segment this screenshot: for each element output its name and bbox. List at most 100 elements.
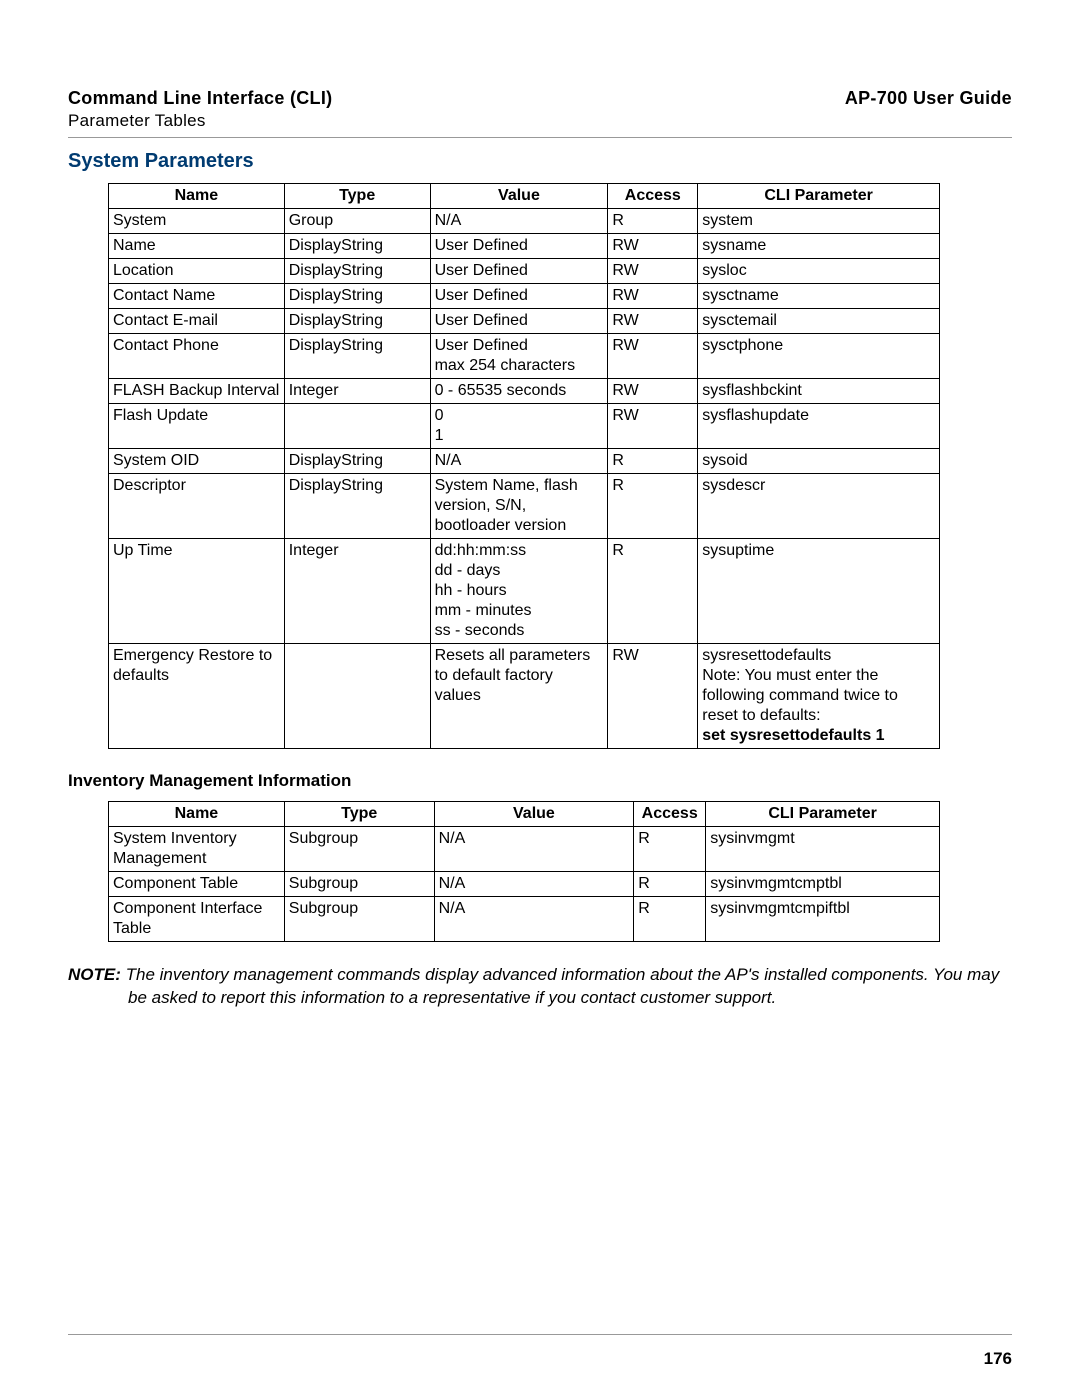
cell-value: N/A — [430, 449, 608, 474]
cell-cli: sysoid — [698, 449, 940, 474]
cell-value: User Defined — [430, 309, 608, 334]
cell-value: 01 — [430, 404, 608, 449]
page-header: Command Line Interface (CLI) Parameter T… — [68, 88, 1012, 131]
cell-name: System Inventory Management — [109, 827, 285, 872]
note-text: The inventory management commands displa… — [126, 965, 1000, 1007]
note-label: NOTE: — [68, 965, 121, 984]
cell-access: RW — [608, 259, 698, 284]
cell-type: Subgroup — [284, 827, 434, 872]
col-header-cli: CLI Parameter — [698, 184, 940, 209]
cell-type: DisplayString — [284, 449, 430, 474]
section-title: System Parameters — [68, 150, 1012, 173]
cell-access: RW — [608, 334, 698, 379]
cell-cli: sysctemail — [698, 309, 940, 334]
table-row: LocationDisplayStringUser DefinedRWsyslo… — [109, 259, 940, 284]
col-header-type: Type — [284, 802, 434, 827]
cell-cli: sysinvmgmtcmptbl — [706, 872, 940, 897]
cell-type: DisplayString — [284, 474, 430, 539]
cell-name: System — [109, 209, 285, 234]
cell-type — [284, 404, 430, 449]
header-right-title: AP-700 User Guide — [845, 88, 1012, 109]
table-header-row: Name Type Value Access CLI Parameter — [109, 184, 940, 209]
col-header-access: Access — [608, 184, 698, 209]
col-header-access: Access — [634, 802, 706, 827]
header-left-sub: Parameter Tables — [68, 111, 332, 131]
cell-type: DisplayString — [284, 334, 430, 379]
cell-cli: sysdescr — [698, 474, 940, 539]
cell-name: Component Interface Table — [109, 897, 285, 942]
page: Command Line Interface (CLI) Parameter T… — [0, 0, 1080, 1010]
cell-cli: sysctname — [698, 284, 940, 309]
inventory-management-table: Name Type Value Access CLI Parameter Sys… — [108, 801, 940, 942]
cell-access: RW — [608, 309, 698, 334]
table-row: System Inventory ManagementSubgroupN/ARs… — [109, 827, 940, 872]
cell-cli: system — [698, 209, 940, 234]
cell-value: User Definedmax 254 characters — [430, 334, 608, 379]
col-header-value: Value — [430, 184, 608, 209]
cli-bold-command: set sysresettodefaults 1 — [702, 727, 884, 744]
cell-cli: sysloc — [698, 259, 940, 284]
subsection-title: Inventory Management Information — [68, 771, 1012, 791]
cell-name: Flash Update — [109, 404, 285, 449]
cell-value: N/A — [434, 872, 634, 897]
note: NOTE: The inventory management commands … — [68, 964, 1012, 1010]
col-header-value: Value — [434, 802, 634, 827]
cell-access: R — [634, 827, 706, 872]
col-header-cli: CLI Parameter — [706, 802, 940, 827]
cell-value: N/A — [430, 209, 608, 234]
cell-name: System OID — [109, 449, 285, 474]
table-row: Component Interface TableSubgroupN/ARsys… — [109, 897, 940, 942]
cell-access: RW — [608, 644, 698, 749]
header-left-title: Command Line Interface (CLI) — [68, 88, 332, 109]
cell-access: RW — [608, 379, 698, 404]
cell-access: R — [608, 209, 698, 234]
cell-value: Resets all parameters to default factory… — [430, 644, 608, 749]
cell-name: Emergency Restore to defaults — [109, 644, 285, 749]
cell-cli: sysresettodefaultsNote: You must enter t… — [698, 644, 940, 749]
table-row: DescriptorDisplayStringSystem Name, flas… — [109, 474, 940, 539]
cell-value: User Defined — [430, 284, 608, 309]
cell-value: User Defined — [430, 234, 608, 259]
cell-access: RW — [608, 234, 698, 259]
table-row: System OIDDisplayStringN/ARsysoid — [109, 449, 940, 474]
cell-type: Subgroup — [284, 897, 434, 942]
cell-cli: sysinvmgmt — [706, 827, 940, 872]
header-left: Command Line Interface (CLI) Parameter T… — [68, 88, 332, 131]
table-row: NameDisplayStringUser DefinedRWsysname — [109, 234, 940, 259]
cell-name: Descriptor — [109, 474, 285, 539]
cell-access: R — [634, 897, 706, 942]
table-row: SystemGroupN/ARsystem — [109, 209, 940, 234]
cell-type: Integer — [284, 539, 430, 644]
table-header-row: Name Type Value Access CLI Parameter — [109, 802, 940, 827]
header-rule — [68, 137, 1012, 138]
cell-access: R — [608, 449, 698, 474]
cell-access: R — [608, 474, 698, 539]
cell-cli: sysuptime — [698, 539, 940, 644]
cell-access: RW — [608, 284, 698, 309]
col-header-type: Type — [284, 184, 430, 209]
cell-cli: sysflashupdate — [698, 404, 940, 449]
cell-value: User Defined — [430, 259, 608, 284]
table-row: Contact PhoneDisplayStringUser Definedma… — [109, 334, 940, 379]
cell-name: FLASH Backup Interval — [109, 379, 285, 404]
cell-value: dd:hh:mm:ssdd - dayshh - hoursmm - minut… — [430, 539, 608, 644]
col-header-name: Name — [109, 802, 285, 827]
cell-type: Integer — [284, 379, 430, 404]
cell-name: Contact E-mail — [109, 309, 285, 334]
cell-name: Contact Name — [109, 284, 285, 309]
table-row: Flash Update01RWsysflashupdate — [109, 404, 940, 449]
cell-name: Up Time — [109, 539, 285, 644]
table-row: Component TableSubgroupN/ARsysinvmgmtcmp… — [109, 872, 940, 897]
cell-value: 0 - 65535 seconds — [430, 379, 608, 404]
cell-type: DisplayString — [284, 284, 430, 309]
cell-name: Name — [109, 234, 285, 259]
system-parameters-table: Name Type Value Access CLI Parameter Sys… — [108, 183, 940, 749]
table-row: Contact E-mailDisplayStringUser DefinedR… — [109, 309, 940, 334]
table-row: Up TimeIntegerdd:hh:mm:ssdd - dayshh - h… — [109, 539, 940, 644]
cell-value: N/A — [434, 827, 634, 872]
cell-cli: sysinvmgmtcmpiftbl — [706, 897, 940, 942]
table-row: Contact NameDisplayStringUser DefinedRWs… — [109, 284, 940, 309]
table-row: Emergency Restore to defaults Resets all … — [109, 644, 940, 749]
cell-access: R — [608, 539, 698, 644]
cell-type — [284, 644, 430, 749]
